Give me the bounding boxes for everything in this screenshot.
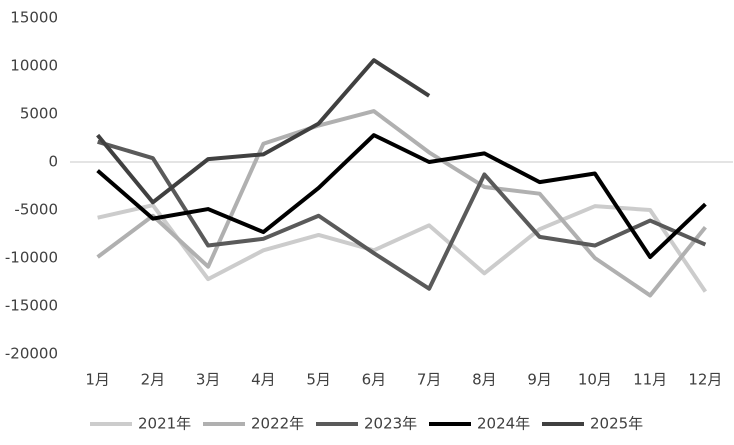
series-line [96, 133, 707, 260]
x-tick-label: 8月 [472, 371, 497, 389]
x-tick-label: 4月 [251, 371, 276, 389]
x-tick-label: 9月 [527, 371, 552, 389]
x-tick-label: 11月 [633, 371, 667, 389]
y-tick-label: 15000 [10, 9, 58, 27]
y-tick-label: 5000 [20, 105, 58, 123]
x-tick-label: 7月 [417, 371, 442, 389]
y-tick-label: 0 [48, 153, 58, 171]
y-tick-label: -10000 [5, 249, 58, 267]
x-tick-label: 5月 [306, 371, 331, 389]
legend-label: 2021年 [138, 415, 191, 433]
y-tick-label: -20000 [5, 345, 58, 363]
series-line [97, 139, 707, 291]
y-tick-label: -5000 [14, 201, 58, 219]
x-tick-label: 3月 [196, 371, 221, 389]
series-line [97, 203, 708, 293]
x-tick-label: 6月 [362, 371, 387, 389]
x-tick-label: 10月 [578, 371, 612, 389]
legend-label: 2022年 [251, 415, 304, 433]
legend-label: 2023年 [364, 415, 417, 433]
legend-label: 2025年 [590, 415, 643, 433]
series-line [96, 109, 707, 298]
x-tick-label: 2月 [141, 371, 166, 389]
x-tick-label: 12月 [688, 371, 722, 389]
series-line [96, 58, 431, 205]
y-tick-label: 10000 [10, 57, 58, 75]
y-tick-label: -15000 [5, 297, 58, 315]
legend-label: 2024年 [477, 415, 530, 433]
x-tick-label: 1月 [85, 371, 110, 389]
